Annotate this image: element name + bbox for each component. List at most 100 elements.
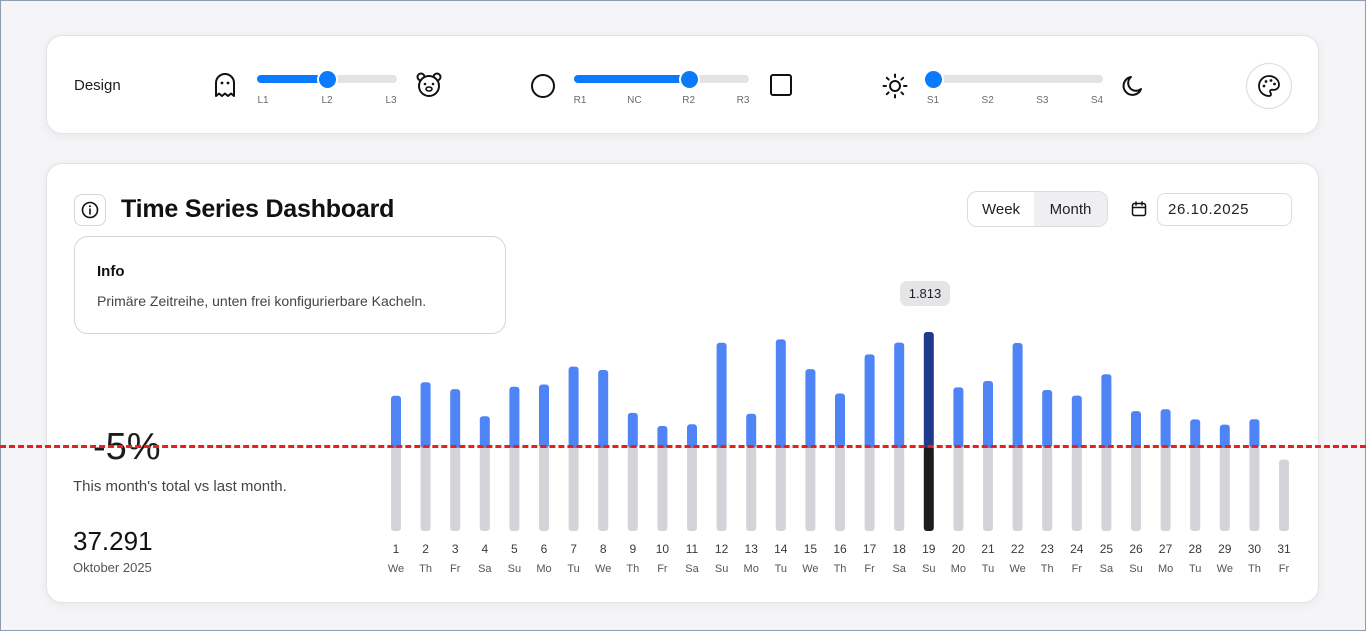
slider-fill <box>257 75 327 83</box>
bar-lower-segment <box>1071 446 1082 531</box>
x-tick-weekday: Mo <box>951 563 966 575</box>
slider-thumb[interactable] <box>319 71 336 88</box>
palette-button[interactable] <box>1246 63 1292 109</box>
bar-day-24[interactable] <box>1071 395 1082 531</box>
ghost-icon[interactable] <box>213 72 237 98</box>
bar-day-1[interactable] <box>391 395 401 531</box>
bar-day-28[interactable] <box>1190 419 1201 531</box>
level-slider[interactable]: L1 L2 L3 <box>257 36 397 106</box>
date-input[interactable] <box>1157 193 1292 226</box>
slider-thumb[interactable] <box>680 71 698 88</box>
bar-day-23[interactable] <box>1042 389 1053 531</box>
bar-day-20[interactable] <box>953 387 964 531</box>
bar-day-10[interactable] <box>657 425 668 531</box>
x-tick-weekday: Fr <box>864 563 875 575</box>
bar-upper-segment <box>864 354 875 448</box>
bar-day-17[interactable] <box>864 354 875 531</box>
design-settings-card: Design L1 L2 L3 R1 NC R2 R3 S1 S2 S3 S4 <box>46 35 1319 134</box>
x-tick-day: 7 <box>570 542 577 556</box>
bar-lower-segment <box>1160 446 1171 531</box>
bar-upper-segment <box>1071 395 1082 448</box>
bar-lower-segment <box>716 446 727 531</box>
x-tick-day: 2 <box>422 542 429 556</box>
x-tick-weekday: We <box>802 563 818 575</box>
bar-lower-segment <box>657 446 668 531</box>
x-tick-day: 26 <box>1129 542 1143 556</box>
bar-upper-segment <box>509 386 520 448</box>
slider-tick-label: S1 <box>926 95 940 106</box>
slider-thumb[interactable] <box>925 71 942 88</box>
bar-day-29[interactable] <box>1219 424 1230 531</box>
x-tick-weekday: Tu <box>982 563 994 575</box>
bar-lower-segment <box>1190 446 1201 531</box>
radius-slider[interactable]: R1 NC R2 R3 <box>574 36 749 106</box>
bar-day-16[interactable] <box>835 393 845 531</box>
scheme-slider[interactable]: S1 S2 S3 S4 <box>925 36 1103 106</box>
bar-upper-segment <box>1219 424 1230 448</box>
bar-day-6[interactable] <box>539 384 549 531</box>
bar-upper-segment <box>1249 419 1260 448</box>
bar-lower-segment <box>450 446 461 531</box>
bar-day-5[interactable] <box>509 386 520 531</box>
info-popover: Info Primäre Zeitreihe, unten frei konfi… <box>74 236 506 334</box>
bar-day-25[interactable] <box>1101 374 1112 531</box>
bar-day-14[interactable] <box>775 339 786 531</box>
x-tick-weekday: Su <box>508 563 521 575</box>
x-tick-weekday: Th <box>1041 563 1054 575</box>
slider-track[interactable] <box>927 75 1103 83</box>
range-month-button[interactable]: Month <box>1034 192 1107 226</box>
x-tick-weekday: Tu <box>1189 563 1201 575</box>
x-tick-day: 15 <box>804 542 818 556</box>
bar-upper-segment <box>716 342 727 448</box>
bar-day-4[interactable] <box>479 416 490 531</box>
bar-day-15[interactable] <box>805 369 816 531</box>
bar-upper-segment <box>687 424 697 448</box>
bar-day-30[interactable] <box>1249 419 1260 531</box>
info-button[interactable] <box>74 194 106 226</box>
moon-icon[interactable] <box>1121 74 1145 98</box>
bar-day-2[interactable] <box>420 382 431 531</box>
bar-day-9[interactable] <box>627 412 638 531</box>
sun-icon[interactable] <box>882 73 908 99</box>
calendar-icon[interactable] <box>1131 201 1147 217</box>
bar-day-3[interactable] <box>450 389 461 531</box>
x-tick-day: 6 <box>541 542 548 556</box>
x-tick-day: 22 <box>1011 542 1025 556</box>
bar-upper-segment <box>983 380 993 448</box>
bar-day-21[interactable] <box>983 380 993 531</box>
slider-tick-label: L1 <box>257 95 269 106</box>
x-tick-weekday: We <box>1217 563 1233 575</box>
bar-lower-segment <box>864 446 875 531</box>
x-tick-weekday: Mo <box>536 563 551 575</box>
bar-day-13[interactable] <box>746 413 757 531</box>
bar-day-7[interactable] <box>568 366 579 531</box>
bar-day-12[interactable] <box>716 342 727 531</box>
slider-tick-label: R1 <box>573 95 587 106</box>
bar-day-22[interactable] <box>1012 342 1023 531</box>
slider-tick-label: S3 <box>1036 95 1049 106</box>
bar-day-27[interactable] <box>1160 409 1171 531</box>
x-tick-weekday: We <box>388 563 404 575</box>
bar-day-26[interactable] <box>1131 411 1141 531</box>
kpi-total: 37.291 <box>73 526 153 556</box>
x-tick-day: 25 <box>1100 542 1114 556</box>
range-week-button[interactable]: Week <box>981 200 1021 218</box>
info-popover-title: Info <box>97 263 125 280</box>
x-tick-weekday: Th <box>834 563 847 575</box>
square-icon[interactable] <box>769 73 793 97</box>
x-tick-day: 8 <box>600 542 607 556</box>
x-tick-day: 9 <box>629 542 636 556</box>
bear-icon[interactable] <box>416 72 442 98</box>
bar-upper-segment <box>894 342 905 448</box>
x-tick-day: 24 <box>1070 542 1084 556</box>
x-tick-day: 18 <box>893 542 907 556</box>
bar-lower-segment <box>598 446 609 531</box>
circle-icon[interactable] <box>530 73 556 99</box>
bar-day-31[interactable] <box>1279 459 1289 531</box>
bar-upper-segment <box>420 382 431 448</box>
bar-day-19[interactable] <box>923 332 934 531</box>
bar-upper-segment <box>598 369 609 448</box>
bar-day-18[interactable] <box>894 342 905 531</box>
bar-day-8[interactable] <box>598 369 609 531</box>
bar-day-11[interactable] <box>687 424 697 531</box>
